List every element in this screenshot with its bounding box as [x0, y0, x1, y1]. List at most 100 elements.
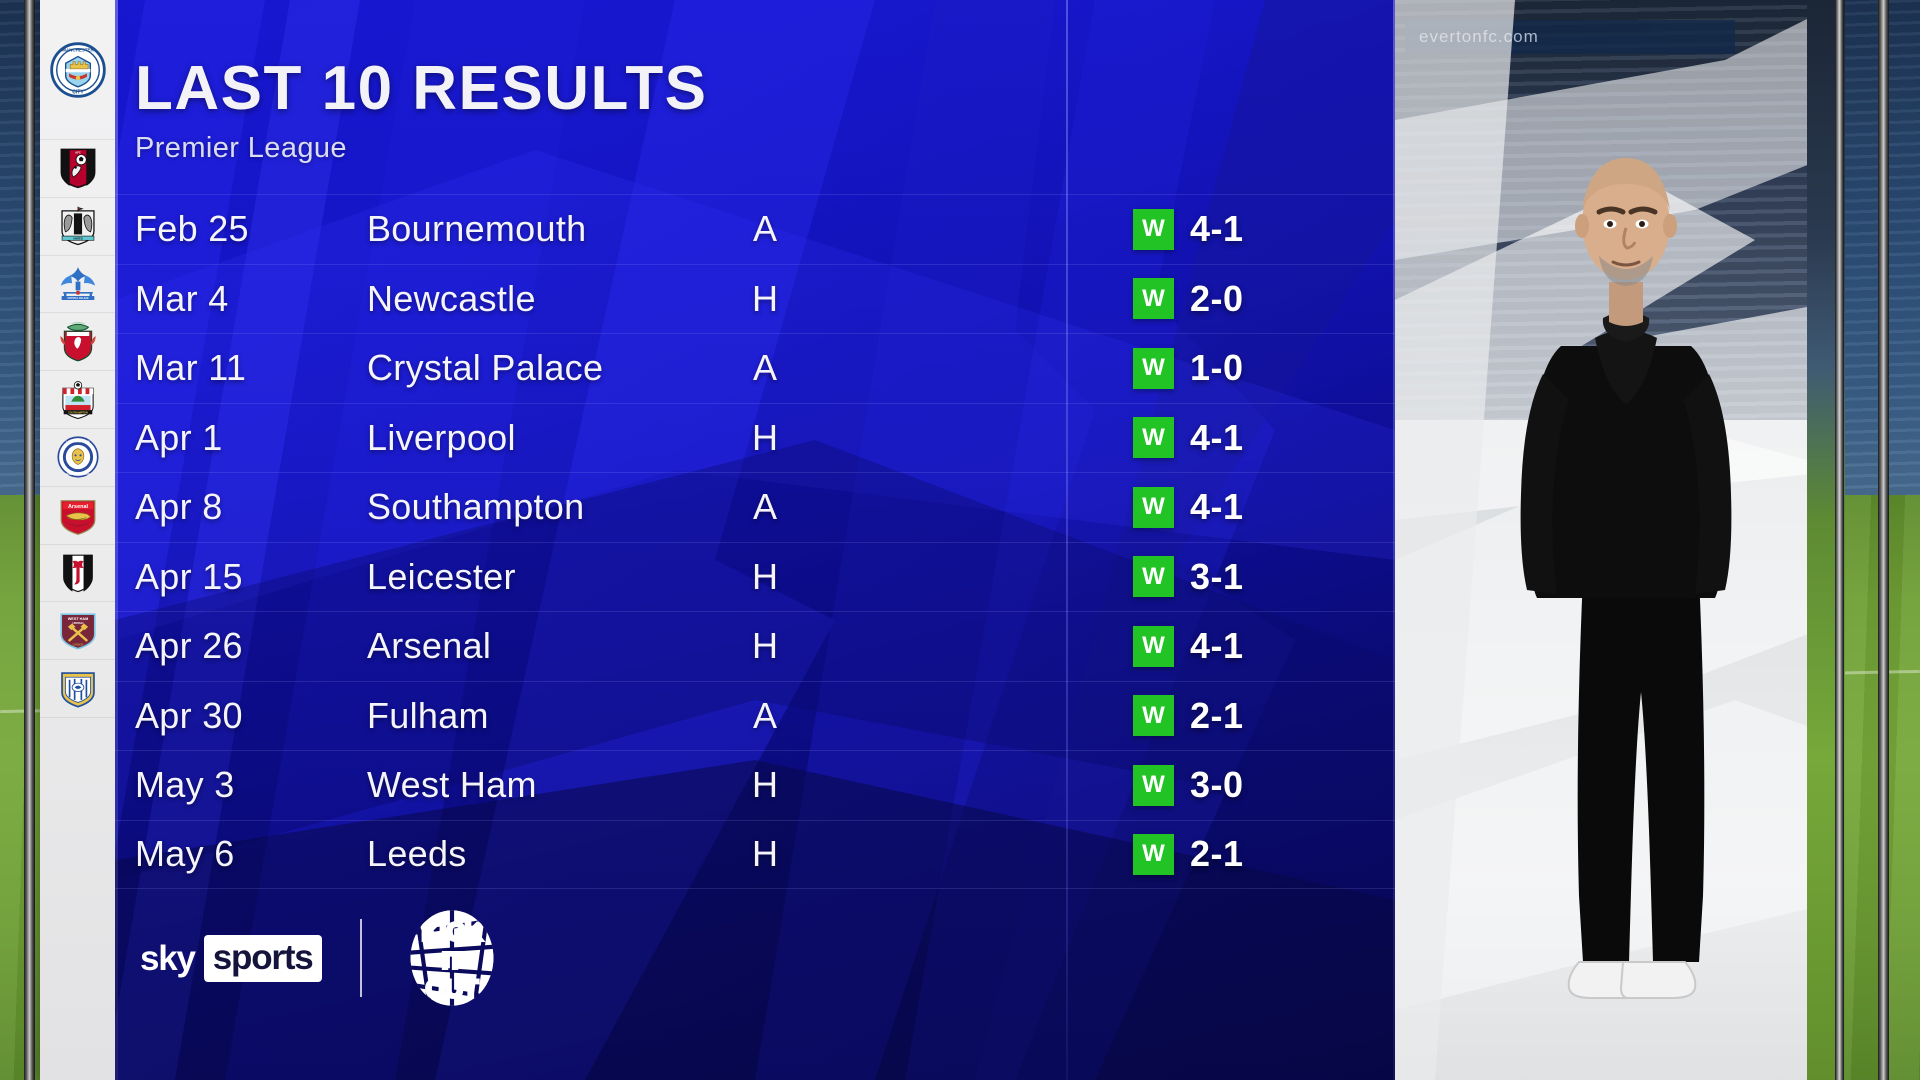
west-ham-crest: WEST HAM UNITED LONDON	[59, 613, 96, 650]
table-row[interactable]: Apr 30 Fulham A W 2-1	[115, 680, 1395, 751]
cell-score: 3-1	[1190, 555, 1244, 597]
cell-score: 4-1	[1190, 208, 1244, 250]
cell-venue: H	[752, 833, 778, 875]
svg-text:AFC: AFC	[75, 151, 81, 155]
panel-header: LAST 10 RESULTS Premier League	[135, 58, 708, 165]
manchester-city-crest: MANCHESTER CITY	[49, 41, 106, 98]
goal-post-right	[1878, 0, 1889, 1080]
svg-text:SOUTHAMPTON: SOUTHAMPTON	[68, 411, 88, 414]
goal-post-left	[24, 0, 35, 1080]
panel-vertical-divider	[1066, 0, 1068, 1080]
crest-cell-leicester[interactable]: LEICESTER CITY FOOTBALL CLUB	[40, 429, 115, 487]
result-badge: W	[1133, 208, 1174, 250]
cell-score: 4-1	[1190, 486, 1244, 528]
panel-gradient-overlay	[115, 0, 1395, 1080]
crest-cell-fulham[interactable]	[40, 545, 115, 603]
cell-opponent: Liverpool	[367, 416, 516, 458]
cell-date: Apr 15	[135, 555, 243, 597]
kio-line-1: KICK	[421, 918, 482, 946]
cell-opponent: West Ham	[367, 764, 537, 806]
cell-date: Apr 26	[135, 625, 243, 667]
table-row[interactable]: Feb 25 Bournemouth A W 4-1	[115, 194, 1395, 264]
cell-score: 3-0	[1190, 764, 1244, 806]
result-badge: W	[1133, 486, 1174, 528]
crest-cell-liverpool[interactable]	[40, 313, 115, 372]
sky-wordmark: sky	[140, 938, 196, 978]
results-table: Feb 25 Bournemouth A W 4-1 Mar 4 Newcastle H W 2-…	[115, 194, 1395, 889]
southampton-crest: SOUTHAMPTON	[61, 380, 94, 419]
cell-venue: H	[752, 625, 778, 667]
page-title: LAST 10 RESULTS	[135, 54, 708, 123]
svg-text:FOOTBALL CLUB: FOOTBALL CLUB	[65, 472, 90, 476]
cell-result: W	[1133, 347, 1174, 389]
crest-cell-arsenal[interactable]: Arsenal	[40, 487, 115, 545]
cell-venue: H	[752, 277, 778, 319]
svg-text:MANCHESTER: MANCHESTER	[62, 47, 94, 52]
results-panel: LAST 10 RESULTS Premier League Feb 25 Bou…	[115, 0, 1395, 1080]
cell-opponent: Southampton	[367, 486, 585, 528]
table-row[interactable]: Apr 15 Leicester H W 3-1	[115, 541, 1395, 612]
cell-date: Apr 1	[135, 416, 223, 458]
result-badge: W	[1133, 347, 1174, 389]
crest-cell-southampton[interactable]: SOUTHAMPTON	[40, 371, 115, 429]
result-badge: W	[1133, 278, 1174, 320]
result-badge: W	[1133, 417, 1174, 459]
crystal-palace-crest: CRYSTAL PALACE	[60, 267, 95, 300]
crest-cell-leeds[interactable]	[40, 660, 115, 718]
cell-score: 2-0	[1190, 277, 1244, 319]
kio-line-2: IT	[441, 947, 461, 973]
crest-cell-bournemouth[interactable]: AFC	[40, 140, 115, 198]
cell-venue: A	[752, 347, 777, 389]
svg-text:UNITED: UNITED	[72, 621, 83, 625]
cell-date: Feb 25	[135, 208, 249, 250]
cell-score: 1-0	[1190, 347, 1244, 389]
cell-result: W	[1133, 625, 1174, 667]
kick-it-out-logo: KICK IT OUT	[409, 910, 494, 1006]
logo-bar: sky sports	[140, 906, 504, 1010]
cell-venue: H	[752, 416, 778, 458]
cell-result: W	[1133, 695, 1174, 737]
cell-venue: A	[752, 694, 777, 736]
crest-cell-crystal-palace[interactable]: CRYSTAL PALACE	[40, 256, 115, 314]
crest-cell-manchester-city[interactable]: MANCHESTER CITY	[40, 0, 115, 140]
table-row[interactable]: May 3 West Ham H W 3-0	[115, 750, 1395, 820]
cell-date: Mar 4	[135, 277, 229, 319]
presenter-photo-pane: evertonfc.com	[1395, 0, 1845, 1080]
table-row[interactable]: Mar 11 Crystal Palace A W 1-0	[115, 333, 1395, 403]
cell-result: W	[1133, 417, 1174, 459]
cell-venue: A	[752, 208, 777, 250]
cell-date: May 6	[135, 833, 235, 875]
result-badge: W	[1133, 695, 1174, 737]
result-badge: W	[1133, 764, 1174, 806]
leicester-crest: LEICESTER CITY FOOTBALL CLUB	[56, 436, 99, 478]
leeds-crest	[60, 671, 95, 708]
fulham-crest	[62, 554, 93, 593]
cell-venue: H	[752, 555, 778, 597]
table-row[interactable]: Apr 26 Arsenal H W 4-1	[115, 611, 1395, 681]
svg-text:LEICESTER CITY: LEICESTER CITY	[66, 440, 90, 444]
svg-text:LONDON: LONDON	[72, 643, 83, 646]
cell-result: W	[1133, 764, 1174, 806]
table-row[interactable]: Apr 8 Southampton A W 4-1	[115, 472, 1395, 542]
table-row[interactable]: May 6 Leeds H W 2-1	[115, 819, 1395, 889]
result-badge: W	[1133, 625, 1174, 667]
table-row[interactable]: Apr 1 Liverpool H W 4-1	[115, 402, 1395, 473]
newcastle-crest: UNITED	[60, 206, 95, 246]
cell-venue: A	[752, 486, 777, 528]
sky-sports-logo: sky sports	[140, 934, 322, 982]
cell-venue: H	[752, 764, 778, 806]
table-row[interactable]: Mar 4 Newcastle H W 2-0	[115, 263, 1395, 334]
logo-separator	[359, 919, 362, 997]
cell-opponent: Crystal Palace	[367, 347, 604, 389]
crest-cell-newcastle[interactable]: UNITED	[40, 198, 115, 256]
cell-opponent: Leicester	[367, 555, 516, 597]
photo-post	[1835, 0, 1844, 1080]
cell-score: 4-1	[1190, 416, 1244, 458]
panel-right-edge	[1393, 0, 1395, 1080]
cell-result: W	[1133, 278, 1174, 320]
crest-cell-west-ham[interactable]: WEST HAM UNITED LONDON	[40, 602, 115, 661]
svg-text:UNITED: UNITED	[73, 238, 83, 241]
bournemouth-crest: AFC	[60, 148, 95, 189]
kio-line-3: OUT	[425, 976, 478, 1004]
